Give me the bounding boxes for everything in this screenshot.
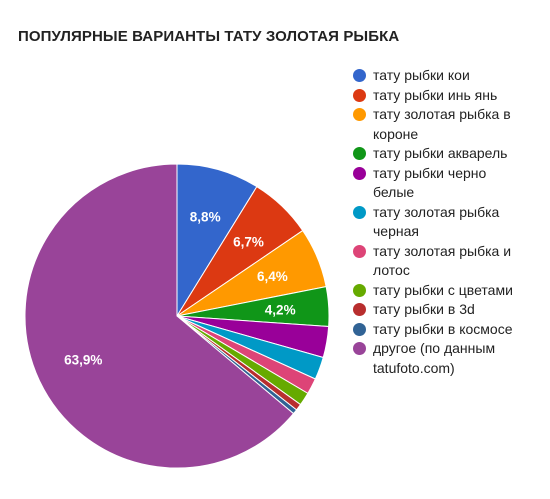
legend-marker — [353, 303, 366, 316]
legend-marker — [353, 244, 366, 258]
legend-item[interactable]: тату рыбки кои — [353, 66, 548, 86]
legend-label: тату золотая рыбка и лотос — [373, 242, 512, 279]
legend-marker — [353, 88, 366, 102]
slice-label: 63,9% — [64, 353, 102, 368]
legend-label: тату рыбки черно белые — [373, 164, 487, 201]
legend-label: тату рыбки кои — [373, 67, 470, 83]
legend-label: тату рыбки в 3d — [373, 301, 475, 317]
legend-marker — [353, 166, 366, 180]
legend-label: тату золотая рыбка в короне — [373, 106, 511, 142]
legend-marker — [353, 69, 366, 82]
slice-label: 6,7% — [233, 234, 264, 249]
legend-label: тату рыбки с цветами — [373, 281, 513, 298]
legend-marker — [353, 108, 366, 121]
legend-item[interactable]: тату рыбки инь янь — [353, 86, 548, 106]
legend: тату рыбки кои тату рыбки инь янь тату зол… — [353, 66, 548, 378]
legend-item[interactable]: тату золотая рыбка в короне — [353, 105, 548, 144]
legend-marker — [353, 283, 366, 297]
legend-marker — [353, 342, 366, 355]
legend-item[interactable]: тату золотая рыбка и лотос — [353, 242, 548, 281]
legend-item[interactable]: тату золотая рыбка черная — [353, 203, 548, 242]
legend-label: другое (по данным tatufoto.com) — [373, 340, 496, 376]
legend-marker — [353, 205, 366, 219]
legend-label: тату рыбки акварель — [373, 145, 508, 161]
legend-item[interactable]: тату рыбки акварель — [353, 144, 548, 164]
legend-label: тату рыбки в космосе — [373, 320, 513, 337]
legend-marker — [353, 147, 366, 160]
slice-label: 4,2% — [265, 303, 296, 318]
legend-label: тату золотая рыбка черная — [373, 203, 500, 240]
pie-slice[interactable] — [176, 163, 258, 318]
pie-slice[interactable] — [24, 163, 295, 469]
legend-item[interactable]: тату рыбки черно белые — [353, 164, 548, 203]
legend-item[interactable]: тату рыбки в космосе — [353, 320, 548, 340]
legend-marker — [353, 322, 366, 336]
legend-item[interactable]: другое (по данным tatufoto.com) — [353, 339, 548, 378]
slice-label: 8,8% — [190, 210, 221, 225]
chart-title: ПОПУЛЯРНЫЕ ВАРИАНТЫ ТАТУ ЗОЛОТАЯ РЫБКА — [18, 28, 400, 45]
legend-label: тату рыбки инь янь — [373, 86, 498, 103]
legend-item[interactable]: тату рыбки с цветами — [353, 281, 548, 301]
slice-label: 6,4% — [257, 269, 288, 284]
legend-item[interactable]: тату рыбки в 3d — [353, 300, 548, 320]
